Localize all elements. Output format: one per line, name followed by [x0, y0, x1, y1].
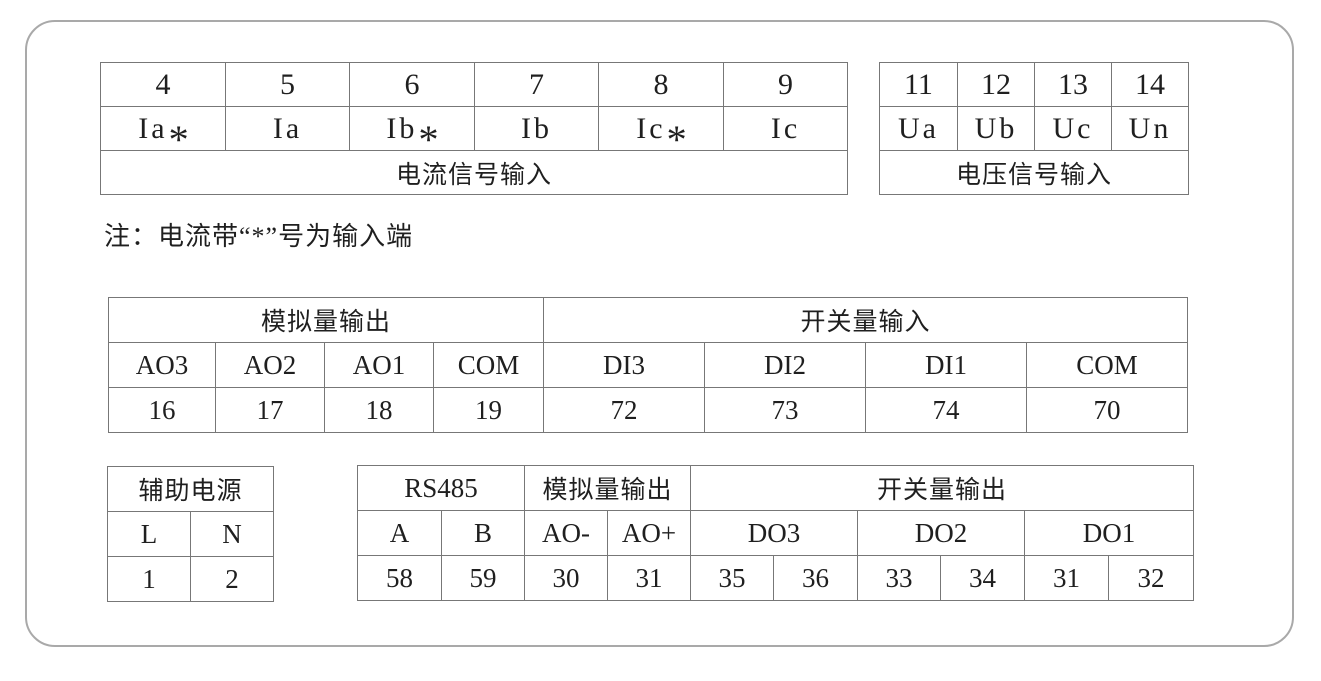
analog-output-header: 模拟量输出: [108, 297, 544, 343]
signal-label: Ic: [636, 111, 666, 145]
signal-label: Ia: [138, 111, 168, 145]
signal-cell: Ib*: [349, 106, 475, 151]
pin-cell: 59: [441, 555, 525, 601]
io-pin-row: 16 17 18 19 72 73 74 70: [108, 387, 1188, 433]
terminal-label: COM: [1026, 342, 1188, 388]
io-header-row: 模拟量输出 开关量输入: [108, 297, 1188, 343]
table-caption: 电流信号输入: [100, 150, 848, 195]
signal-cell: Ub: [957, 106, 1035, 151]
terminal-label: AO+: [607, 510, 691, 556]
pin-cell: 18: [324, 387, 434, 433]
pin-cell: 72: [543, 387, 705, 433]
pin-cell: 5: [225, 62, 350, 107]
signal-label: Ia: [272, 111, 303, 145]
signal-cell: Ic*: [598, 106, 724, 151]
terminal-label: AO1: [324, 342, 434, 388]
io-label-row: AO3 AO2 AO1 COM DI3 DI2 DI1 COM: [108, 342, 1188, 388]
signal-cell: Ic: [723, 106, 848, 151]
auxiliary-power-table: 辅助电源 L N 1 2: [107, 466, 274, 602]
pin-cell: 9: [723, 62, 848, 107]
signal-label: Ib: [386, 111, 418, 145]
pin-cell: 30: [524, 555, 608, 601]
current-caption-row: 电流信号输入: [100, 150, 848, 195]
terminal-label: N: [190, 511, 274, 557]
pin-cell: 70: [1026, 387, 1188, 433]
table-caption: 电压信号输入: [879, 150, 1189, 195]
terminal-label: DO2: [857, 510, 1025, 556]
signal-label: Ic: [770, 111, 801, 145]
terminal-label: DI3: [543, 342, 705, 388]
signal-label: Ib: [521, 111, 552, 145]
pin-cell: 6: [349, 62, 475, 107]
pin-cell: 16: [108, 387, 216, 433]
pin-cell: 2: [190, 556, 274, 602]
comm-label-row: A B AO- AO+ DO3 DO2 DO1: [357, 510, 1194, 556]
pin-cell: 31: [607, 555, 691, 601]
terminal-label: DO3: [690, 510, 858, 556]
current-signal-row: Ia* Ia Ib* Ib Ic* Ic: [100, 106, 848, 151]
comm-pin-row: 58 59 30 31 35 36 33 34 31 32: [357, 555, 1194, 601]
digital-input-header: 开关量输入: [543, 297, 1188, 343]
pin-cell: 4: [100, 62, 226, 107]
terminal-label: DI2: [704, 342, 866, 388]
pin-cell: 33: [857, 555, 941, 601]
terminal-label: AO2: [215, 342, 325, 388]
analog-output-header: 模拟量输出: [524, 465, 691, 511]
pin-cell: 31: [1024, 555, 1109, 601]
terminal-label: B: [441, 510, 525, 556]
analog-output-digital-input-table: 模拟量输出 开关量输入 AO3 AO2 AO1 COM DI3 DI2 DI1 …: [108, 297, 1188, 433]
current-pin-row: 4 5 6 7 8 9: [100, 62, 848, 107]
voltage-input-table: 11 12 13 14 Ua Ub Uc Un 电压信号输入: [879, 62, 1189, 195]
pin-cell: 74: [865, 387, 1027, 433]
asterisk-note: 注：电流带“*”号为输入端: [104, 222, 414, 251]
pin-cell: 36: [773, 555, 858, 601]
pin-cell: 35: [690, 555, 774, 601]
pin-cell: 34: [940, 555, 1025, 601]
signal-cell: Ua: [879, 106, 958, 151]
signal-cell: Ia: [225, 106, 350, 151]
terminal-label: AO3: [108, 342, 216, 388]
signal-cell: Un: [1111, 106, 1189, 151]
signal-cell: Ia*: [100, 106, 226, 151]
terminal-label: DI1: [865, 342, 1027, 388]
pin-cell: 7: [474, 62, 599, 107]
pin-cell: 32: [1108, 555, 1194, 601]
rs485-header: RS485: [357, 465, 525, 511]
signal-cell: Ib: [474, 106, 599, 151]
pin-cell: 13: [1034, 62, 1112, 107]
signal-cell: Uc: [1034, 106, 1112, 151]
pin-cell: 11: [879, 62, 958, 107]
pin-cell: 73: [704, 387, 866, 433]
pin-cell: 14: [1111, 62, 1189, 107]
pin-cell: 58: [357, 555, 442, 601]
aux-label-row: L N: [107, 511, 274, 557]
digital-output-header: 开关量输出: [690, 465, 1194, 511]
rs485-analog-digital-output-table: RS485 模拟量输出 开关量输出 A B AO- AO+ DO3 DO2 DO…: [357, 465, 1194, 601]
terminal-label: COM: [433, 342, 544, 388]
voltage-pin-row: 11 12 13 14: [879, 62, 1189, 107]
aux-pin-row: 1 2: [107, 556, 274, 602]
terminal-label: DO1: [1024, 510, 1194, 556]
pin-cell: 19: [433, 387, 544, 433]
terminal-label: A: [357, 510, 442, 556]
pin-cell: 1: [107, 556, 191, 602]
pin-cell: 17: [215, 387, 325, 433]
auxiliary-power-header: 辅助电源: [107, 466, 274, 512]
terminal-label: AO-: [524, 510, 608, 556]
aux-header-row: 辅助电源: [107, 466, 274, 512]
current-input-table: 4 5 6 7 8 9 Ia* Ia Ib* Ib Ic* Ic 电流信号输入: [100, 62, 848, 195]
voltage-caption-row: 电压信号输入: [879, 150, 1189, 195]
terminal-label: L: [107, 511, 191, 557]
comm-header-row: RS485 模拟量输出 开关量输出: [357, 465, 1194, 511]
pin-cell: 8: [598, 62, 724, 107]
voltage-signal-row: Ua Ub Uc Un: [879, 106, 1189, 151]
pin-cell: 12: [957, 62, 1035, 107]
